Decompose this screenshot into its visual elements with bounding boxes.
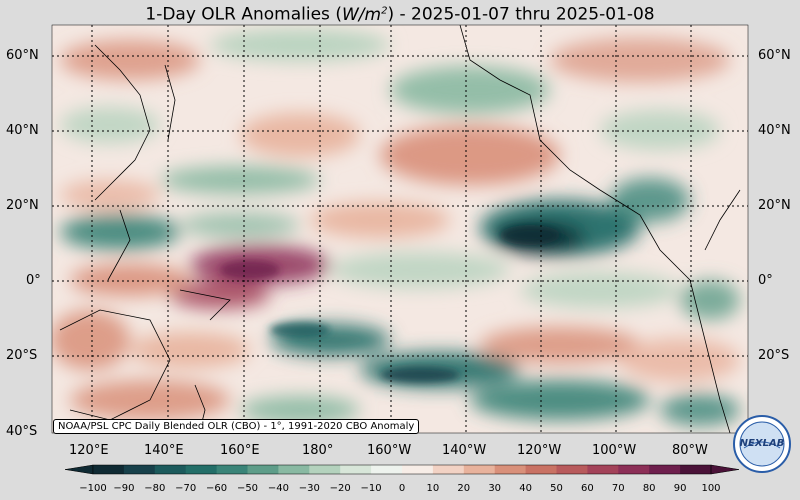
colorbar-tick-label: 0 [398,483,406,494]
lat-label-left-20n: 20°N [6,198,39,213]
lat-label-left-60n: 60°N [6,48,39,63]
lon-label-80w: 80°W [672,443,708,458]
colorbar-tick-label: 30 [488,483,502,494]
colorbar-tick-label: 20 [457,483,471,494]
colorbar-tick-label: −100 [79,483,107,494]
lon-label-120w: 120°W [517,443,562,458]
graticule [52,25,748,433]
colorbar-tick-label: −20 [329,483,351,494]
lon-label-180: 180° [302,443,334,458]
lon-label-140w: 140°W [442,443,487,458]
colorbar-tick-label: 70 [611,483,625,494]
lat-label-right-20n: 20°N [758,198,791,213]
nexlab-logo: NEXLAB [733,415,791,473]
lon-label-160w: 160°W [367,443,412,458]
lat-label-right-20s: 20°S [758,348,790,363]
colorbar-tick-label: −60 [206,483,228,494]
colorbar-tick-label: −50 [236,483,259,494]
figure-title: 1-Day OLR Anomalies (W/m2) - 2025-01-07 … [0,0,800,26]
lat-label-right-60n: 60°N [758,48,791,63]
data-source-caption: NOAA/PSL CPC Daily Blended OLR (CBO) - 1… [53,419,420,434]
lat-label-left-40s: 40°S [6,424,38,439]
title-unit-exponent: 2 [381,5,388,16]
colorbar-tick-label: 50 [550,483,563,494]
lat-label-left-eq: 0° [26,273,41,288]
colorbar-tick-label: 100 [701,483,721,494]
lon-label-120e: 120°E [69,443,109,458]
colorbar-tick-label: 80 [642,483,656,494]
coastlines [59,25,741,433]
lat-label-right-40n: 40°N [758,123,791,138]
colorbar-tick-label: −10 [360,483,382,494]
lon-label-160e: 160°E [220,443,260,458]
colorbar-tick-label: 40 [519,483,532,494]
title-prefix: 1-Day OLR Anomalies ( [145,4,342,25]
colorbar-tick-label: −90 [113,483,135,494]
colorbar-tick-label: −80 [144,483,166,494]
anomaly-field [52,29,740,426]
colorbar-tick-label: −70 [175,483,197,494]
colorbar-tick-label: 10 [426,483,440,494]
title-suffix: ) - 2025-01-07 thru 2025-01-08 [387,4,655,25]
colorbar-tick-label: −30 [298,483,320,494]
title-unit: W/m [341,4,382,25]
lat-label-left-20s: 20°S [6,348,38,363]
colorbar-tick-label: 90 [673,483,687,494]
lat-label-right-eq: 0° [758,273,773,288]
lat-label-left-40n: 40°N [6,123,39,138]
anomaly-core-features [220,225,560,383]
colorbar-tick-label: 60 [581,483,594,494]
logo-text: NEXLAB [740,438,785,449]
lon-label-100w: 100°W [592,443,637,458]
lon-label-140e: 140°E [144,443,184,458]
colorbar-tick-label: −40 [267,483,289,494]
